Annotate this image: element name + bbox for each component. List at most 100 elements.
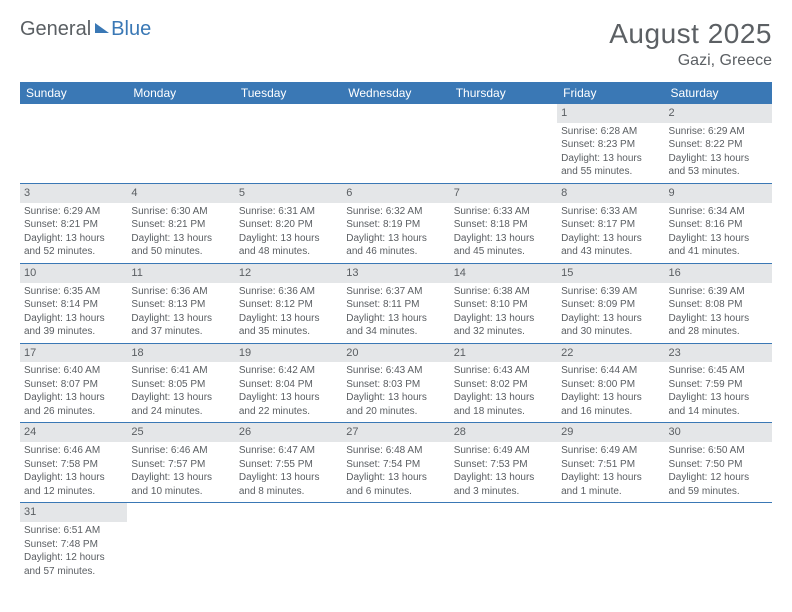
calendar-cell	[127, 503, 234, 582]
day-number: 28	[450, 423, 557, 442]
daylight-text: Daylight: 13 hours	[24, 232, 123, 246]
sunset-text: Sunset: 8:11 PM	[346, 298, 445, 312]
daylight-text: and 32 minutes.	[454, 325, 553, 339]
sunrise-text: Sunrise: 6:28 AM	[561, 125, 660, 139]
daylight-text: Daylight: 13 hours	[454, 391, 553, 405]
sunrise-text: Sunrise: 6:43 AM	[346, 364, 445, 378]
col-sunday: Sunday	[20, 82, 127, 104]
daylight-text: Daylight: 13 hours	[346, 232, 445, 246]
col-tuesday: Tuesday	[235, 82, 342, 104]
daylight-text: Daylight: 13 hours	[131, 312, 230, 326]
daylight-text: and 22 minutes.	[239, 405, 338, 419]
sunrise-text: Sunrise: 6:41 AM	[131, 364, 230, 378]
sunset-text: Sunset: 8:20 PM	[239, 218, 338, 232]
daylight-text: and 1 minute.	[561, 485, 660, 499]
daylight-text: Daylight: 13 hours	[669, 232, 768, 246]
day-number: 8	[557, 184, 664, 203]
day-number: 19	[235, 344, 342, 363]
sunset-text: Sunset: 8:07 PM	[24, 378, 123, 392]
header: General Blue August 2025 Gazi, Greece	[20, 18, 772, 70]
sunrise-text: Sunrise: 6:39 AM	[669, 285, 768, 299]
calendar-cell: 16Sunrise: 6:39 AMSunset: 8:08 PMDayligh…	[665, 263, 772, 343]
daylight-text: Daylight: 13 hours	[346, 312, 445, 326]
calendar-body: 1Sunrise: 6:28 AMSunset: 8:23 PMDaylight…	[20, 104, 772, 582]
calendar-cell: 28Sunrise: 6:49 AMSunset: 7:53 PMDayligh…	[450, 423, 557, 503]
daylight-text: and 35 minutes.	[239, 325, 338, 339]
sunrise-text: Sunrise: 6:46 AM	[131, 444, 230, 458]
col-monday: Monday	[127, 82, 234, 104]
daylight-text: and 34 minutes.	[346, 325, 445, 339]
sunset-text: Sunset: 8:16 PM	[669, 218, 768, 232]
sunset-text: Sunset: 7:50 PM	[669, 458, 768, 472]
sunrise-text: Sunrise: 6:34 AM	[669, 205, 768, 219]
daylight-text: Daylight: 13 hours	[24, 471, 123, 485]
daylight-text: and 48 minutes.	[239, 245, 338, 259]
calendar-row: 10Sunrise: 6:35 AMSunset: 8:14 PMDayligh…	[20, 263, 772, 343]
calendar-row: 31Sunrise: 6:51 AMSunset: 7:48 PMDayligh…	[20, 503, 772, 582]
daylight-text: and 6 minutes.	[346, 485, 445, 499]
sunset-text: Sunset: 7:48 PM	[24, 538, 123, 552]
sunset-text: Sunset: 8:02 PM	[454, 378, 553, 392]
sunrise-text: Sunrise: 6:44 AM	[561, 364, 660, 378]
sunset-text: Sunset: 8:03 PM	[346, 378, 445, 392]
sunrise-text: Sunrise: 6:49 AM	[561, 444, 660, 458]
calendar-cell: 25Sunrise: 6:46 AMSunset: 7:57 PMDayligh…	[127, 423, 234, 503]
calendar-cell: 23Sunrise: 6:45 AMSunset: 7:59 PMDayligh…	[665, 343, 772, 423]
sunrise-text: Sunrise: 6:50 AM	[669, 444, 768, 458]
sunrise-text: Sunrise: 6:32 AM	[346, 205, 445, 219]
sunset-text: Sunset: 8:21 PM	[24, 218, 123, 232]
calendar-cell: 5Sunrise: 6:31 AMSunset: 8:20 PMDaylight…	[235, 183, 342, 263]
daylight-text: Daylight: 13 hours	[131, 391, 230, 405]
sunrise-text: Sunrise: 6:33 AM	[561, 205, 660, 219]
sunrise-text: Sunrise: 6:35 AM	[24, 285, 123, 299]
day-number: 21	[450, 344, 557, 363]
sunrise-text: Sunrise: 6:37 AM	[346, 285, 445, 299]
daylight-text: Daylight: 13 hours	[346, 391, 445, 405]
calendar-cell: 14Sunrise: 6:38 AMSunset: 8:10 PMDayligh…	[450, 263, 557, 343]
daylight-text: and 14 minutes.	[669, 405, 768, 419]
daylight-text: and 10 minutes.	[131, 485, 230, 499]
daylight-text: Daylight: 12 hours	[24, 551, 123, 565]
calendar-row: 24Sunrise: 6:46 AMSunset: 7:58 PMDayligh…	[20, 423, 772, 503]
sunset-text: Sunset: 8:00 PM	[561, 378, 660, 392]
day-number: 17	[20, 344, 127, 363]
daylight-text: and 20 minutes.	[346, 405, 445, 419]
day-number: 25	[127, 423, 234, 442]
daylight-text: and 30 minutes.	[561, 325, 660, 339]
calendar-cell: 1Sunrise: 6:28 AMSunset: 8:23 PMDaylight…	[557, 104, 664, 183]
calendar-cell	[235, 104, 342, 183]
daylight-text: Daylight: 13 hours	[239, 391, 338, 405]
flag-icon	[95, 23, 109, 33]
daylight-text: Daylight: 13 hours	[561, 152, 660, 166]
logo: General Blue	[20, 18, 151, 41]
sunset-text: Sunset: 8:09 PM	[561, 298, 660, 312]
sunrise-text: Sunrise: 6:31 AM	[239, 205, 338, 219]
sunset-text: Sunset: 8:05 PM	[131, 378, 230, 392]
calendar-cell: 4Sunrise: 6:30 AMSunset: 8:21 PMDaylight…	[127, 183, 234, 263]
daylight-text: and 8 minutes.	[239, 485, 338, 499]
day-number: 11	[127, 264, 234, 283]
sunset-text: Sunset: 8:22 PM	[669, 138, 768, 152]
calendar-cell: 17Sunrise: 6:40 AMSunset: 8:07 PMDayligh…	[20, 343, 127, 423]
calendar-cell: 19Sunrise: 6:42 AMSunset: 8:04 PMDayligh…	[235, 343, 342, 423]
day-number: 6	[342, 184, 449, 203]
daylight-text: Daylight: 13 hours	[239, 232, 338, 246]
daylight-text: Daylight: 13 hours	[454, 471, 553, 485]
calendar-cell: 11Sunrise: 6:36 AMSunset: 8:13 PMDayligh…	[127, 263, 234, 343]
sunset-text: Sunset: 8:08 PM	[669, 298, 768, 312]
sunrise-text: Sunrise: 6:39 AM	[561, 285, 660, 299]
calendar-cell	[235, 503, 342, 582]
sunrise-text: Sunrise: 6:36 AM	[131, 285, 230, 299]
daylight-text: and 16 minutes.	[561, 405, 660, 419]
calendar-cell: 29Sunrise: 6:49 AMSunset: 7:51 PMDayligh…	[557, 423, 664, 503]
day-number: 7	[450, 184, 557, 203]
calendar-cell: 27Sunrise: 6:48 AMSunset: 7:54 PMDayligh…	[342, 423, 449, 503]
sunrise-text: Sunrise: 6:51 AM	[24, 524, 123, 538]
daylight-text: and 45 minutes.	[454, 245, 553, 259]
daylight-text: Daylight: 13 hours	[454, 232, 553, 246]
daylight-text: Daylight: 13 hours	[346, 471, 445, 485]
sunset-text: Sunset: 8:17 PM	[561, 218, 660, 232]
daylight-text: Daylight: 13 hours	[24, 312, 123, 326]
title-block: August 2025 Gazi, Greece	[609, 18, 772, 70]
daylight-text: Daylight: 13 hours	[669, 391, 768, 405]
